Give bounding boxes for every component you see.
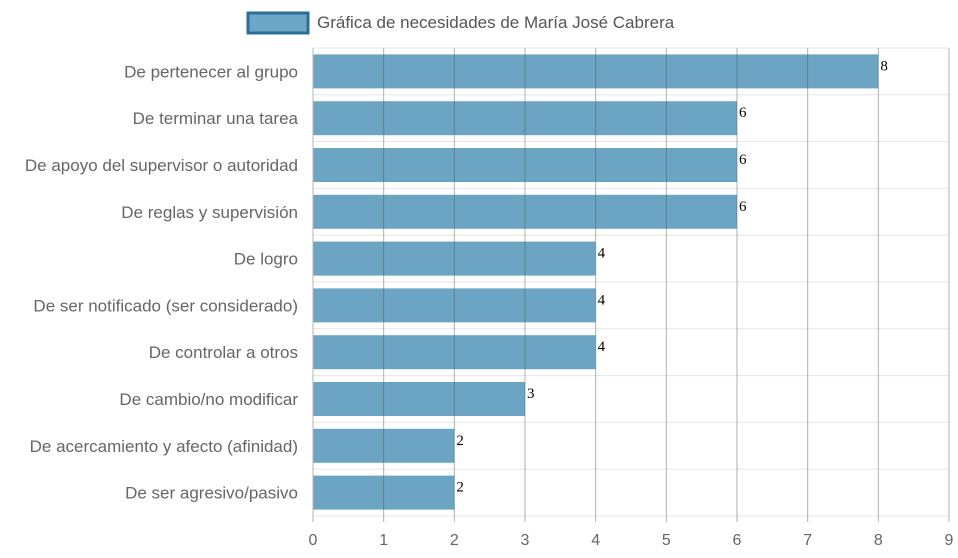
- grid: [312, 47, 950, 522]
- category-label: De ser notificado (ser considerado): [33, 296, 298, 315]
- bar[interactable]: [313, 101, 737, 136]
- value-label: 4: [598, 292, 606, 308]
- x-tick-label: 3: [521, 532, 530, 549]
- legend-swatch: [246, 11, 310, 35]
- value-label: 8: [880, 58, 888, 74]
- value-label: 2: [456, 480, 464, 496]
- x-tick-label: 6: [733, 532, 742, 549]
- value-label: 6: [739, 105, 747, 121]
- category-labels: De pertenecer al grupo De terminar una ta…: [25, 62, 299, 502]
- x-tick-label: 4: [591, 532, 600, 549]
- value-labels: 8 6 6 6 4 4 4 3 2 2: [456, 58, 887, 495]
- x-axis-tick-labels: 0 1 2 3 4 5 6 7 8 9: [309, 532, 954, 549]
- x-tick-label: 0: [309, 532, 318, 549]
- value-label: 4: [598, 246, 606, 262]
- x-tick-label: 2: [450, 532, 459, 549]
- category-label: De logro: [234, 250, 298, 269]
- bar[interactable]: [313, 148, 737, 182]
- value-label: 6: [739, 199, 747, 215]
- bar[interactable]: [313, 241, 596, 276]
- bar[interactable]: [313, 288, 596, 323]
- category-label: De pertenecer al grupo: [124, 62, 298, 81]
- category-label: De reglas y supervisión: [121, 203, 298, 222]
- category-label: De acercamiento y afecto (afinidad): [30, 437, 298, 456]
- value-label: 3: [527, 386, 535, 402]
- x-tick-label: 8: [874, 532, 883, 549]
- category-label: De apoyo del supervisor o autoridad: [25, 156, 298, 175]
- bar[interactable]: [313, 475, 455, 510]
- bar[interactable]: [313, 382, 525, 416]
- bar[interactable]: [313, 335, 596, 370]
- category-label: De cambio/no modificar: [119, 390, 298, 409]
- value-label: 6: [739, 152, 747, 168]
- category-label: De ser agresivo/pasivo: [125, 484, 298, 503]
- bars: [313, 54, 879, 510]
- legend[interactable]: Gráfica de necesidades de María José Cab…: [246, 11, 675, 35]
- bar[interactable]: [313, 428, 455, 463]
- x-tick-label: 7: [803, 532, 812, 549]
- category-label: De controlar a otros: [149, 343, 298, 362]
- x-tick-label: 5: [662, 532, 671, 549]
- category-label: De terminar una tarea: [133, 109, 299, 128]
- bar[interactable]: [313, 194, 737, 229]
- value-label: 2: [456, 433, 464, 449]
- x-tick-label: 1: [379, 532, 388, 549]
- value-label: 4: [598, 339, 606, 355]
- legend-label: Gráfica de necesidades de María José Cab…: [317, 13, 675, 32]
- bar[interactable]: [313, 54, 879, 89]
- x-tick-label: 9: [945, 532, 954, 549]
